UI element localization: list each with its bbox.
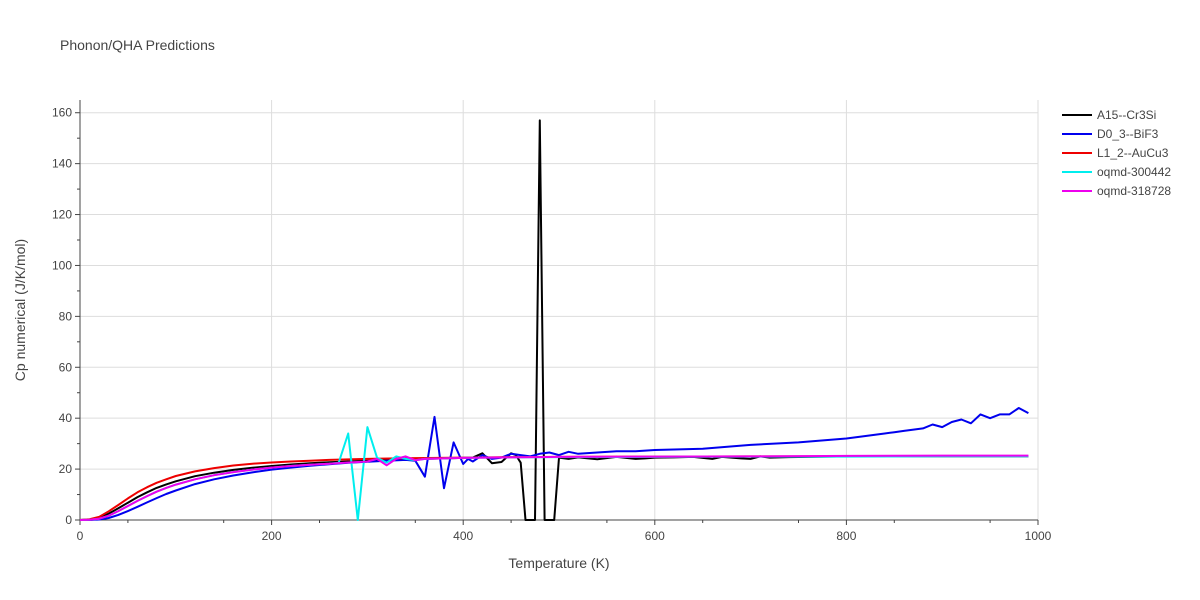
legend-label: oqmd-318728 <box>1097 184 1171 198</box>
x-tick-label: 200 <box>262 529 282 543</box>
series-line-D0_3--BiF3 <box>80 407 1029 521</box>
y-tick-label: 120 <box>52 208 72 222</box>
legend-item[interactable]: D0_3--BiF3 <box>1062 127 1159 141</box>
x-tick-label: 0 <box>77 529 84 543</box>
x-tick-label: 1000 <box>1025 529 1052 543</box>
y-tick-label: 0 <box>65 513 72 527</box>
legend-item[interactable]: oqmd-318728 <box>1062 184 1171 198</box>
legend-item[interactable]: A15--Cr3Si <box>1062 108 1156 122</box>
y-tick-label: 60 <box>59 360 73 374</box>
x-tick-label: 600 <box>645 529 665 543</box>
legend-label: A15--Cr3Si <box>1097 108 1156 122</box>
plot-area <box>80 119 1029 521</box>
legend-label: D0_3--BiF3 <box>1097 127 1159 141</box>
chart-title: Phonon/QHA Predictions <box>60 37 215 53</box>
x-tick-label: 800 <box>836 529 856 543</box>
series-line-A15--Cr3Si <box>80 119 1029 521</box>
y-tick-label: 140 <box>52 157 72 171</box>
legend-item[interactable]: oqmd-300442 <box>1062 165 1171 179</box>
y-tick-label: 80 <box>59 309 73 323</box>
legend-item[interactable]: L1_2--AuCu3 <box>1062 146 1169 160</box>
legend[interactable]: A15--Cr3Si D0_3--BiF3 L1_2--AuCu3 oqmd-3004… <box>1062 108 1171 198</box>
axes: 0 200 400 600 800 1000 0 20 40 60 80 100 120 140 160 <box>52 100 1052 543</box>
legend-label: L1_2--AuCu3 <box>1097 146 1169 160</box>
x-axis-title: Temperature (K) <box>508 555 609 571</box>
series-line-oqmd-318728 <box>80 454 1029 521</box>
y-tick-label: 20 <box>59 462 73 476</box>
y-tick-label: 160 <box>52 106 72 120</box>
legend-label: oqmd-300442 <box>1097 165 1171 179</box>
y-tick-label: 100 <box>52 258 72 272</box>
y-axis-title: Cp numerical (J/K/mol) <box>12 239 28 381</box>
y-tick-label: 40 <box>59 411 73 425</box>
grid <box>79 100 1039 521</box>
x-tick-label: 400 <box>453 529 473 543</box>
